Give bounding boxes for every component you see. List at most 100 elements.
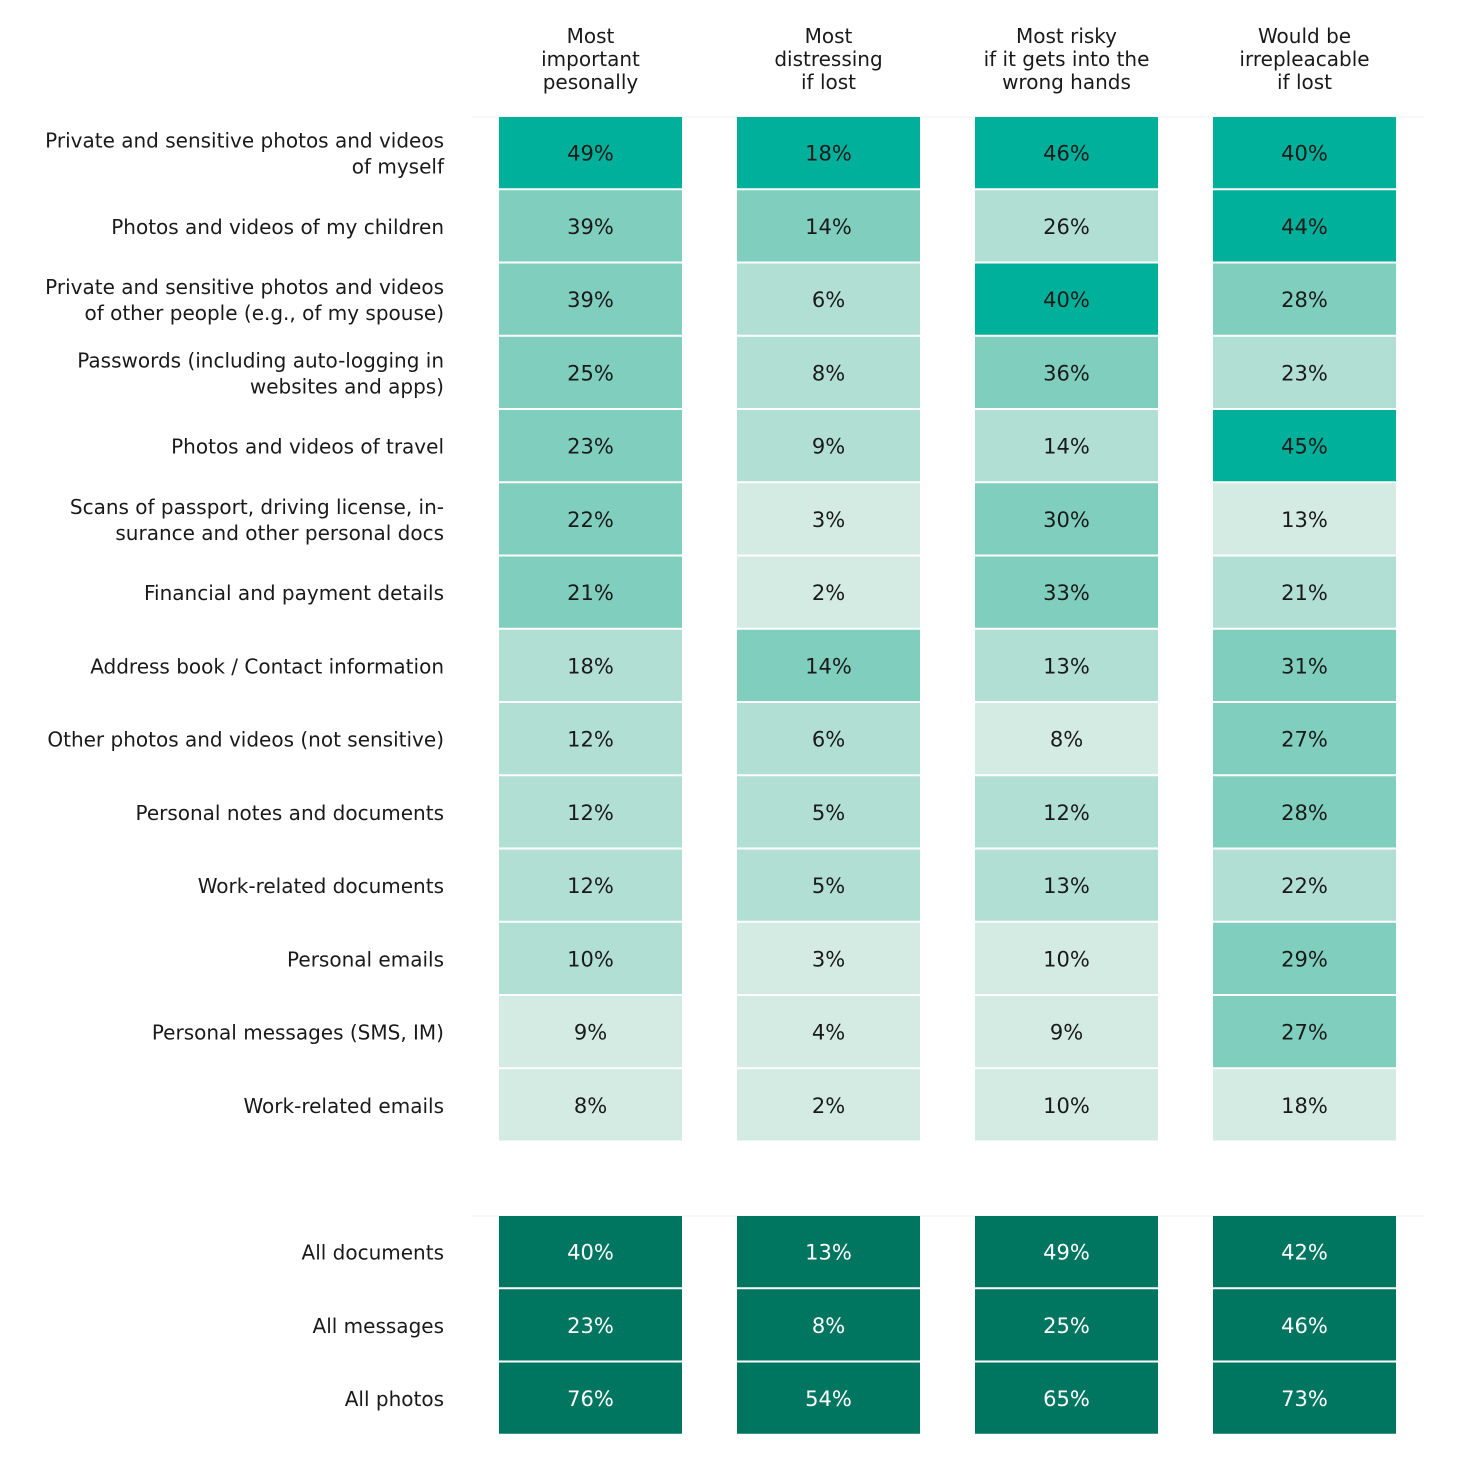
heatmap-cell xyxy=(975,629,1158,701)
cell-value-label: 13% xyxy=(1281,508,1328,532)
heatmap-cell xyxy=(1213,776,1396,848)
heatmap-cell xyxy=(499,1289,682,1361)
cell-value-label: 9% xyxy=(574,1021,607,1045)
heatmap-cell xyxy=(1213,1069,1396,1141)
column-header-0: Most important pesonally xyxy=(541,24,640,94)
cell-value-label: 13% xyxy=(805,1241,852,1265)
heatmap-cell xyxy=(975,849,1158,921)
cell-value-label: 46% xyxy=(1281,1314,1328,1338)
cell-value-label: 10% xyxy=(567,947,614,971)
heatmap-cell xyxy=(499,1069,682,1141)
row-label: Financial and payment details xyxy=(144,581,444,605)
cell-value-label: 10% xyxy=(1043,1094,1090,1118)
heatmap-cell xyxy=(737,703,920,775)
row-label: Personal messages (SMS, IM) xyxy=(152,1021,444,1045)
cell-value-label: 13% xyxy=(1043,654,1090,678)
row-label: Personal notes and documents xyxy=(135,801,444,825)
cell-value-label: 45% xyxy=(1281,435,1328,459)
row-label: Scans of passport, driving license, in-s… xyxy=(70,495,444,545)
heatmap-cell xyxy=(975,1069,1158,1141)
cell-value-label: 8% xyxy=(1050,728,1083,752)
row-label: Private and sensitive photos and videos o… xyxy=(45,129,445,179)
cell-value-label: 73% xyxy=(1281,1387,1328,1411)
cell-value-label: 10% xyxy=(1043,947,1090,971)
cell-value-label: 2% xyxy=(812,581,845,605)
cell-value-label: 3% xyxy=(812,947,845,971)
heatmap-cell xyxy=(975,1289,1158,1361)
heatmap-cell xyxy=(975,1362,1158,1434)
heatmap-cell xyxy=(1213,336,1396,408)
cell-value-label: 40% xyxy=(1281,142,1328,166)
heatmap-cell xyxy=(975,922,1158,994)
row-label: Private and sensitive photos and videos o… xyxy=(45,275,444,325)
heatmap-cell xyxy=(737,117,920,189)
cell-value-label: 5% xyxy=(812,801,845,825)
heatmap-cell xyxy=(737,849,920,921)
heatmap-cell xyxy=(737,1289,920,1361)
cell-value-label: 12% xyxy=(567,874,614,898)
heatmap-cell xyxy=(499,263,682,335)
row-label: Address book / Contact information xyxy=(90,654,444,678)
heatmap-cell xyxy=(975,1216,1158,1288)
cell-value-label: 21% xyxy=(567,581,614,605)
cell-value-label: 3% xyxy=(812,508,845,532)
heatmap-cell xyxy=(1213,1216,1396,1288)
row-label: Work-related emails xyxy=(243,1094,444,1118)
cell-value-label: 36% xyxy=(1043,361,1090,385)
heatmap-cell xyxy=(499,410,682,482)
heatmap-cell xyxy=(975,483,1158,555)
heatmap-cell xyxy=(499,996,682,1068)
heatmap-cell xyxy=(737,1216,920,1288)
heatmap-cell xyxy=(499,1362,682,1434)
heatmap-cell xyxy=(737,263,920,335)
heatmap-cell xyxy=(737,483,920,555)
heatmap-cell xyxy=(499,849,682,921)
heatmap-cell xyxy=(737,1069,920,1141)
cell-value-label: 9% xyxy=(812,435,845,459)
cell-value-label: 18% xyxy=(1281,1094,1328,1118)
heatmap-cell xyxy=(737,410,920,482)
heatmap-cell xyxy=(737,190,920,262)
row-label: All documents xyxy=(302,1241,444,1265)
cell-value-label: 23% xyxy=(567,1314,614,1338)
heatmap-cell xyxy=(737,1362,920,1434)
cell-value-label: 13% xyxy=(1043,874,1090,898)
heatmap-cell xyxy=(1213,117,1396,189)
cell-value-label: 8% xyxy=(812,1314,845,1338)
column-header-1: Most distressing if lost xyxy=(774,24,882,94)
cell-value-label: 22% xyxy=(567,508,614,532)
heatmap-cell xyxy=(499,629,682,701)
row-label: Other photos and videos (not sensitive) xyxy=(47,728,444,752)
heatmap-cell xyxy=(499,336,682,408)
row-label: Personal emails xyxy=(287,947,444,971)
cell-value-label: 40% xyxy=(1043,288,1090,312)
cell-value-label: 31% xyxy=(1281,654,1328,678)
heatmap-cell xyxy=(975,776,1158,848)
cell-value-label: 27% xyxy=(1281,728,1328,752)
heatmap-cell xyxy=(1213,263,1396,335)
heatmap-cell xyxy=(737,922,920,994)
cell-value-label: 33% xyxy=(1043,581,1090,605)
heatmap-cell xyxy=(1213,556,1396,628)
heatmap-cell xyxy=(737,556,920,628)
cell-value-label: 5% xyxy=(812,874,845,898)
heatmap-cell xyxy=(499,190,682,262)
cell-value-label: 12% xyxy=(567,801,614,825)
row-label: Photos and videos of travel xyxy=(171,435,444,459)
cell-value-label: 14% xyxy=(805,215,852,239)
row-label: Work-related documents xyxy=(198,874,444,898)
row-label: Passwords (including auto-logging in webs… xyxy=(77,348,444,398)
cell-value-label: 2% xyxy=(812,1094,845,1118)
cell-value-label: 30% xyxy=(1043,508,1090,532)
cell-value-label: 23% xyxy=(1281,361,1328,385)
cell-value-label: 9% xyxy=(1050,1021,1083,1045)
heatmap-cell xyxy=(975,190,1158,262)
heatmap-cell xyxy=(499,117,682,189)
cell-value-label: 21% xyxy=(1281,581,1328,605)
cell-value-label: 14% xyxy=(805,654,852,678)
cell-value-label: 18% xyxy=(567,654,614,678)
heatmap-cell xyxy=(1213,996,1396,1068)
cell-value-label: 76% xyxy=(567,1387,614,1411)
heatmap-cell xyxy=(499,1216,682,1288)
cell-value-label: 25% xyxy=(567,361,614,385)
